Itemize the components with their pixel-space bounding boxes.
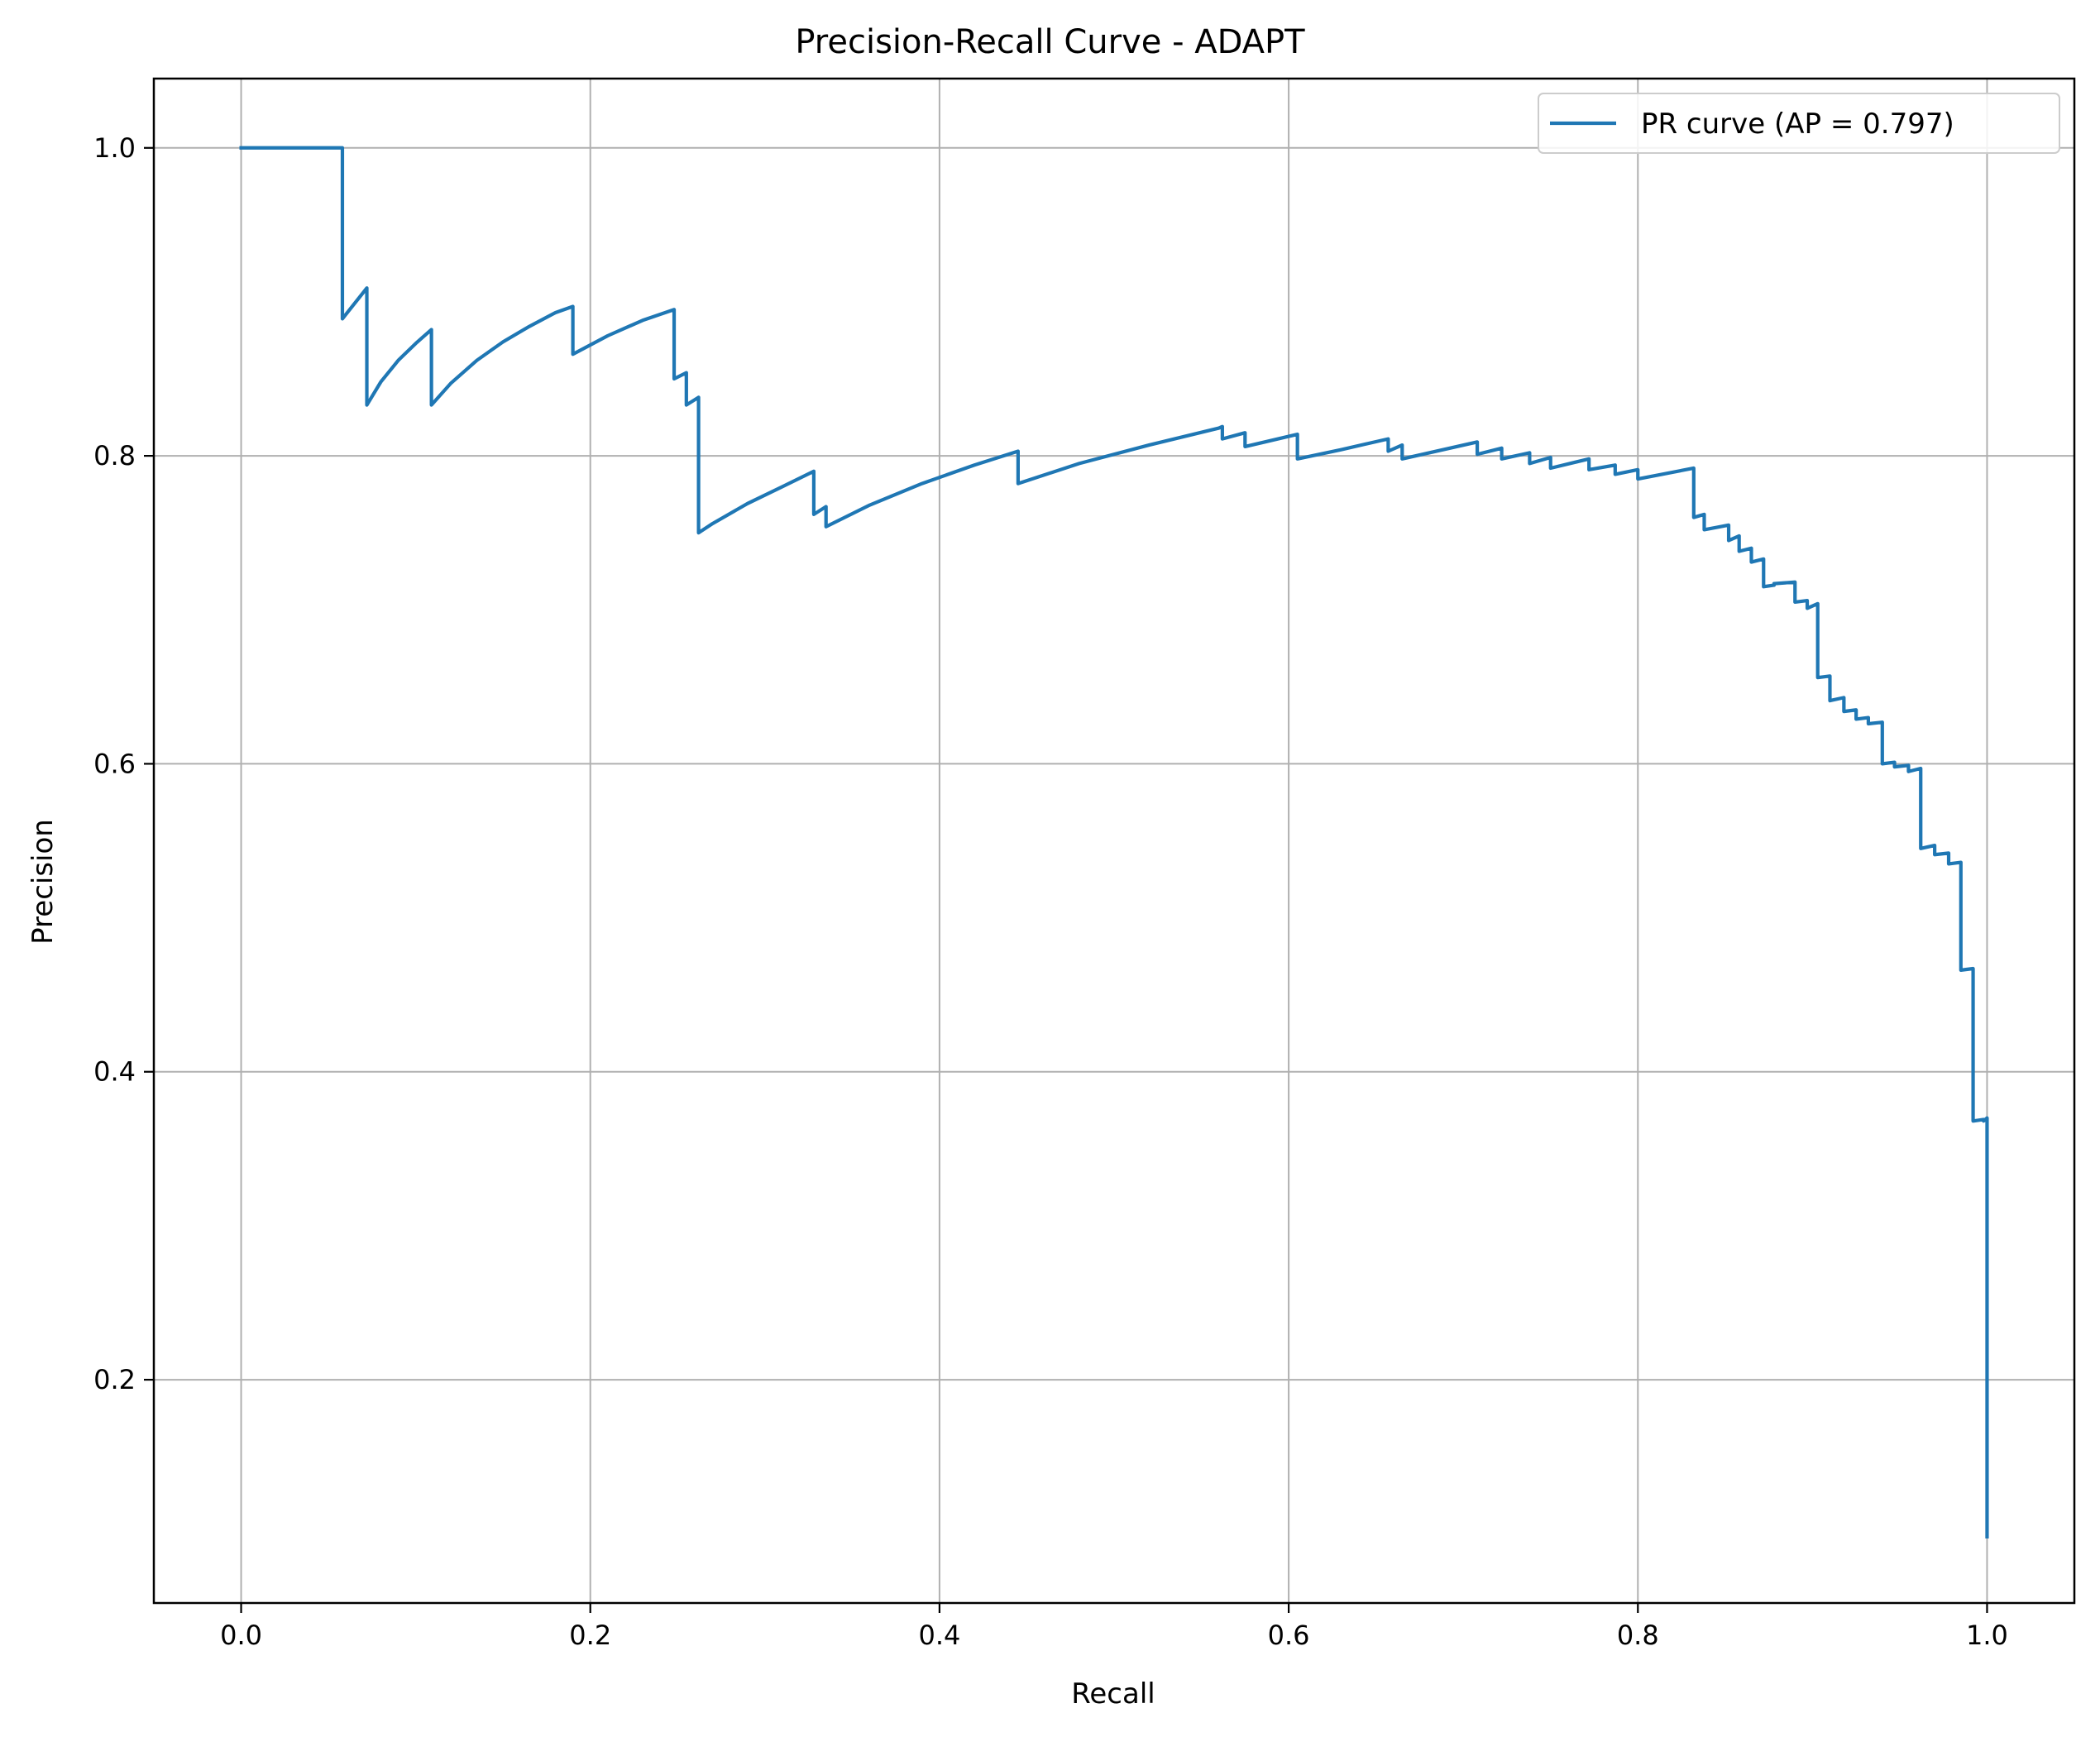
x-tick-label: 0.0: [220, 1620, 262, 1651]
x-tick-label: 1.0: [1966, 1620, 2008, 1651]
pr-curve-line: [239, 146, 1989, 1539]
x-tick-label: 0.8: [1617, 1620, 1659, 1651]
legend-label: PR curve (AP = 0.797): [1641, 108, 1954, 141]
x-tick-label: 0.2: [569, 1620, 611, 1651]
x-tick-label: 0.6: [1268, 1620, 1310, 1651]
y-tick-label: 1.0: [93, 132, 136, 164]
y-tick-label: 0.8: [93, 440, 136, 471]
y-tick-label: 0.6: [93, 748, 136, 779]
legend-box: [1538, 93, 2060, 154]
y-tick-label: 0.4: [93, 1056, 136, 1088]
legend: PR curve (AP = 0.797): [1538, 93, 2060, 154]
x-axis-label: Recall: [1071, 1677, 1155, 1711]
y-tick-label: 0.2: [93, 1364, 136, 1395]
y-axis-label: Precision: [26, 819, 60, 945]
chart-title: Precision-Recall Curve - ADAPT: [795, 23, 1305, 61]
x-tick-label: 0.4: [918, 1620, 960, 1651]
plot-frame: [152, 77, 2076, 1605]
